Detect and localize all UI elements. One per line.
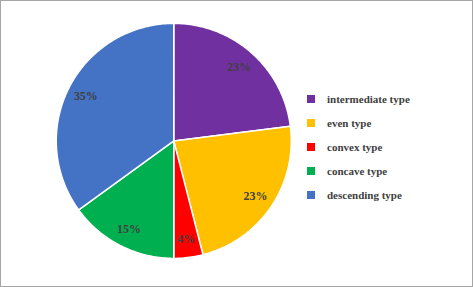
svg-text:35%: 35% xyxy=(74,89,98,103)
html-text:even type: even type xyxy=(327,117,372,129)
html-text:intermediate type: intermediate type xyxy=(327,93,410,105)
html-text:descending type: descending type xyxy=(327,189,402,201)
svg-text:4%: 4% xyxy=(177,232,195,246)
svg-text:23%: 23% xyxy=(243,189,267,203)
html-text:convex type: convex type xyxy=(327,141,383,153)
html-text:concave type: concave type xyxy=(327,165,388,177)
svg-text:23%: 23% xyxy=(227,60,251,74)
svg-text:15%: 15% xyxy=(117,222,141,236)
